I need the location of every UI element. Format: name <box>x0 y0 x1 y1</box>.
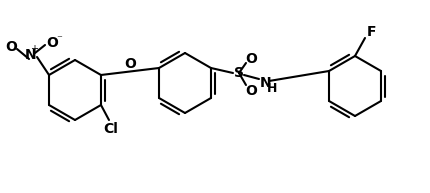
Text: O: O <box>46 36 58 50</box>
Text: +: + <box>30 44 38 54</box>
Text: O: O <box>124 58 136 71</box>
Text: S: S <box>234 66 244 80</box>
Text: H: H <box>267 82 277 96</box>
Text: N: N <box>25 48 37 62</box>
Text: ⁻: ⁻ <box>56 34 62 44</box>
Text: O: O <box>245 52 257 66</box>
Text: F: F <box>367 25 377 39</box>
Text: O: O <box>5 40 17 54</box>
Text: Cl: Cl <box>104 122 118 136</box>
Text: N: N <box>260 76 272 90</box>
Text: O: O <box>245 84 257 98</box>
